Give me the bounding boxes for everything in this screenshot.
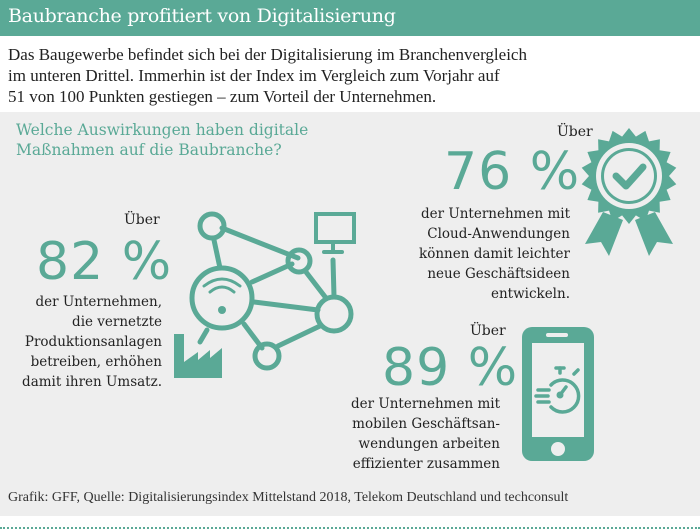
intro-text: Das Baugewerbe befindet sich bei der Dig… <box>8 44 688 107</box>
stat-1-value: 82 % <box>36 232 173 292</box>
question-line: Welche Auswirkungen haben digitale <box>16 121 309 139</box>
smartphone-stopwatch-icon <box>522 327 594 461</box>
intro-line: im unteren Drittel. Immerhin ist der Ind… <box>8 66 500 85</box>
desc-line: der Unternehmen mit <box>420 206 570 222</box>
intro-line: 51 von 100 Punkten gestiegen – zum Vorte… <box>8 87 437 106</box>
desc-line: die vernetzte <box>72 314 162 330</box>
stat-2-value: 76 % <box>444 142 581 202</box>
stat-1-prefix: Über <box>124 212 160 228</box>
network-factory-icon <box>174 211 356 378</box>
intro-line: Das Baugewerbe befindet sich bei der Dig… <box>8 45 527 64</box>
question-line: Maßnahmen auf die Baubranche? <box>16 141 282 159</box>
desc-line: Produktionsanlagen <box>24 334 162 350</box>
stat-3-value: 89 % <box>382 338 519 398</box>
stat-1-description: der Unternehmen, die vernetzte Produktio… <box>10 292 162 392</box>
desc-line: neue Geschäftsideen <box>427 266 570 282</box>
desc-line: betreiben, erhöhen <box>30 354 162 370</box>
page-title: Baubranche profitiert von Digitalisierun… <box>8 5 396 27</box>
desc-line: der Unternehmen mit <box>350 396 500 412</box>
desc-line: damit ihren Umsatz. <box>22 374 162 390</box>
desc-line: Cloud-Anwendungen <box>427 226 570 242</box>
stat-3-description: der Unternehmen mit mobilen Geschäftsan-… <box>350 394 500 474</box>
award-badge-check-icon <box>581 128 677 256</box>
title-bar: Baubranche profitiert von Digitalisierun… <box>0 0 700 36</box>
desc-line: entwickeln. <box>490 286 570 302</box>
question-heading: Welche Auswirkungen haben digitale Maßna… <box>16 120 308 160</box>
desc-line: effizienter zusammen <box>352 456 500 472</box>
stat-2-description: der Unternehmen mit Cloud-Anwendungen kö… <box>400 204 570 304</box>
stat-2-prefix: Über <box>557 124 593 140</box>
desc-line: mobilen Geschäftsan- <box>352 416 500 432</box>
desc-line: der Unternehmen, <box>35 294 162 310</box>
desc-line: wendungen arbeiten <box>358 436 500 452</box>
bottom-divider <box>0 527 700 529</box>
stat-3-prefix: Über <box>470 323 506 339</box>
desc-line: können damit leichter <box>419 246 570 262</box>
source-footer: Grafik: GFF, Quelle: Digitalisierungsind… <box>8 490 569 505</box>
